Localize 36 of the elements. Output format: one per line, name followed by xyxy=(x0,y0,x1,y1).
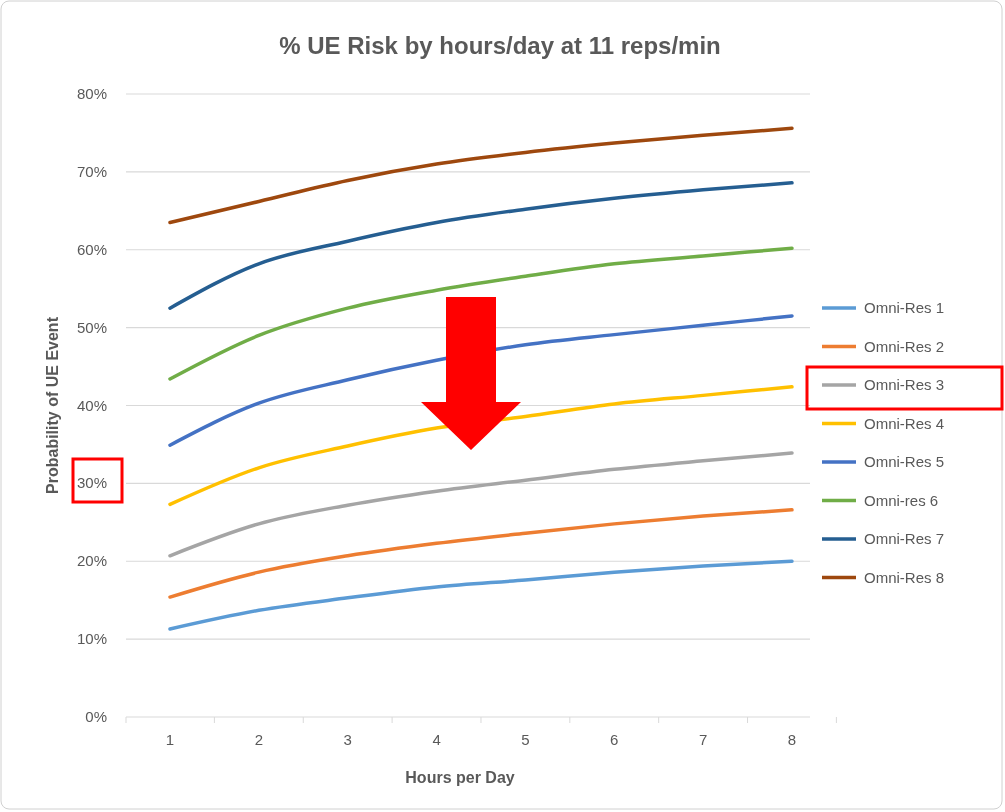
line-series xyxy=(168,181,794,310)
y-tick-label: 60% xyxy=(76,240,107,258)
legend-label: Omni-Res 8 xyxy=(864,568,945,586)
x-tick-label: 1 xyxy=(165,731,175,748)
x-tick-label: 2 xyxy=(254,731,264,748)
legend-label: Omni-Res 1 xyxy=(864,299,945,316)
y-tick-label: 70% xyxy=(76,162,107,180)
x-tick-label: 7 xyxy=(698,731,708,748)
x-axis-title: Hours per Day xyxy=(405,769,515,786)
legend-label: Omni-Res 3 xyxy=(864,376,945,393)
line-series xyxy=(168,385,794,507)
y-tick-label: 10% xyxy=(76,630,107,648)
y-tick-label: 0% xyxy=(85,708,107,725)
chart-title: % UE Risk by hours/day at 11 reps/min xyxy=(279,32,721,59)
legend-label: Omni-Res 5 xyxy=(864,453,945,470)
legend-label: Omni-res 6 xyxy=(864,491,939,509)
line-series xyxy=(168,508,794,599)
y-tick-label: 80% xyxy=(76,85,107,102)
line-series xyxy=(168,126,794,225)
line-series xyxy=(168,451,794,558)
y-tick-label: 30% xyxy=(76,474,107,492)
x-tick-label: 6 xyxy=(610,731,619,748)
y-tick-label: 40% xyxy=(76,396,107,414)
legend-label: Omni-Res 4 xyxy=(864,414,945,432)
line-series xyxy=(168,559,794,631)
y-tick-label: 20% xyxy=(76,552,107,570)
legend-label: Omni-Res 2 xyxy=(864,337,945,355)
x-tick-label: 8 xyxy=(787,731,797,748)
legend-label: Omni-Res 7 xyxy=(864,530,945,547)
line-series xyxy=(168,314,794,447)
x-tick-label: 3 xyxy=(343,731,352,748)
y-axis-title: Probability of UE Event xyxy=(44,316,61,494)
line-series xyxy=(168,246,794,381)
y-tick-label: 50% xyxy=(76,318,107,336)
x-tick-label: 5 xyxy=(521,731,530,748)
x-tick-label: 4 xyxy=(432,731,441,748)
